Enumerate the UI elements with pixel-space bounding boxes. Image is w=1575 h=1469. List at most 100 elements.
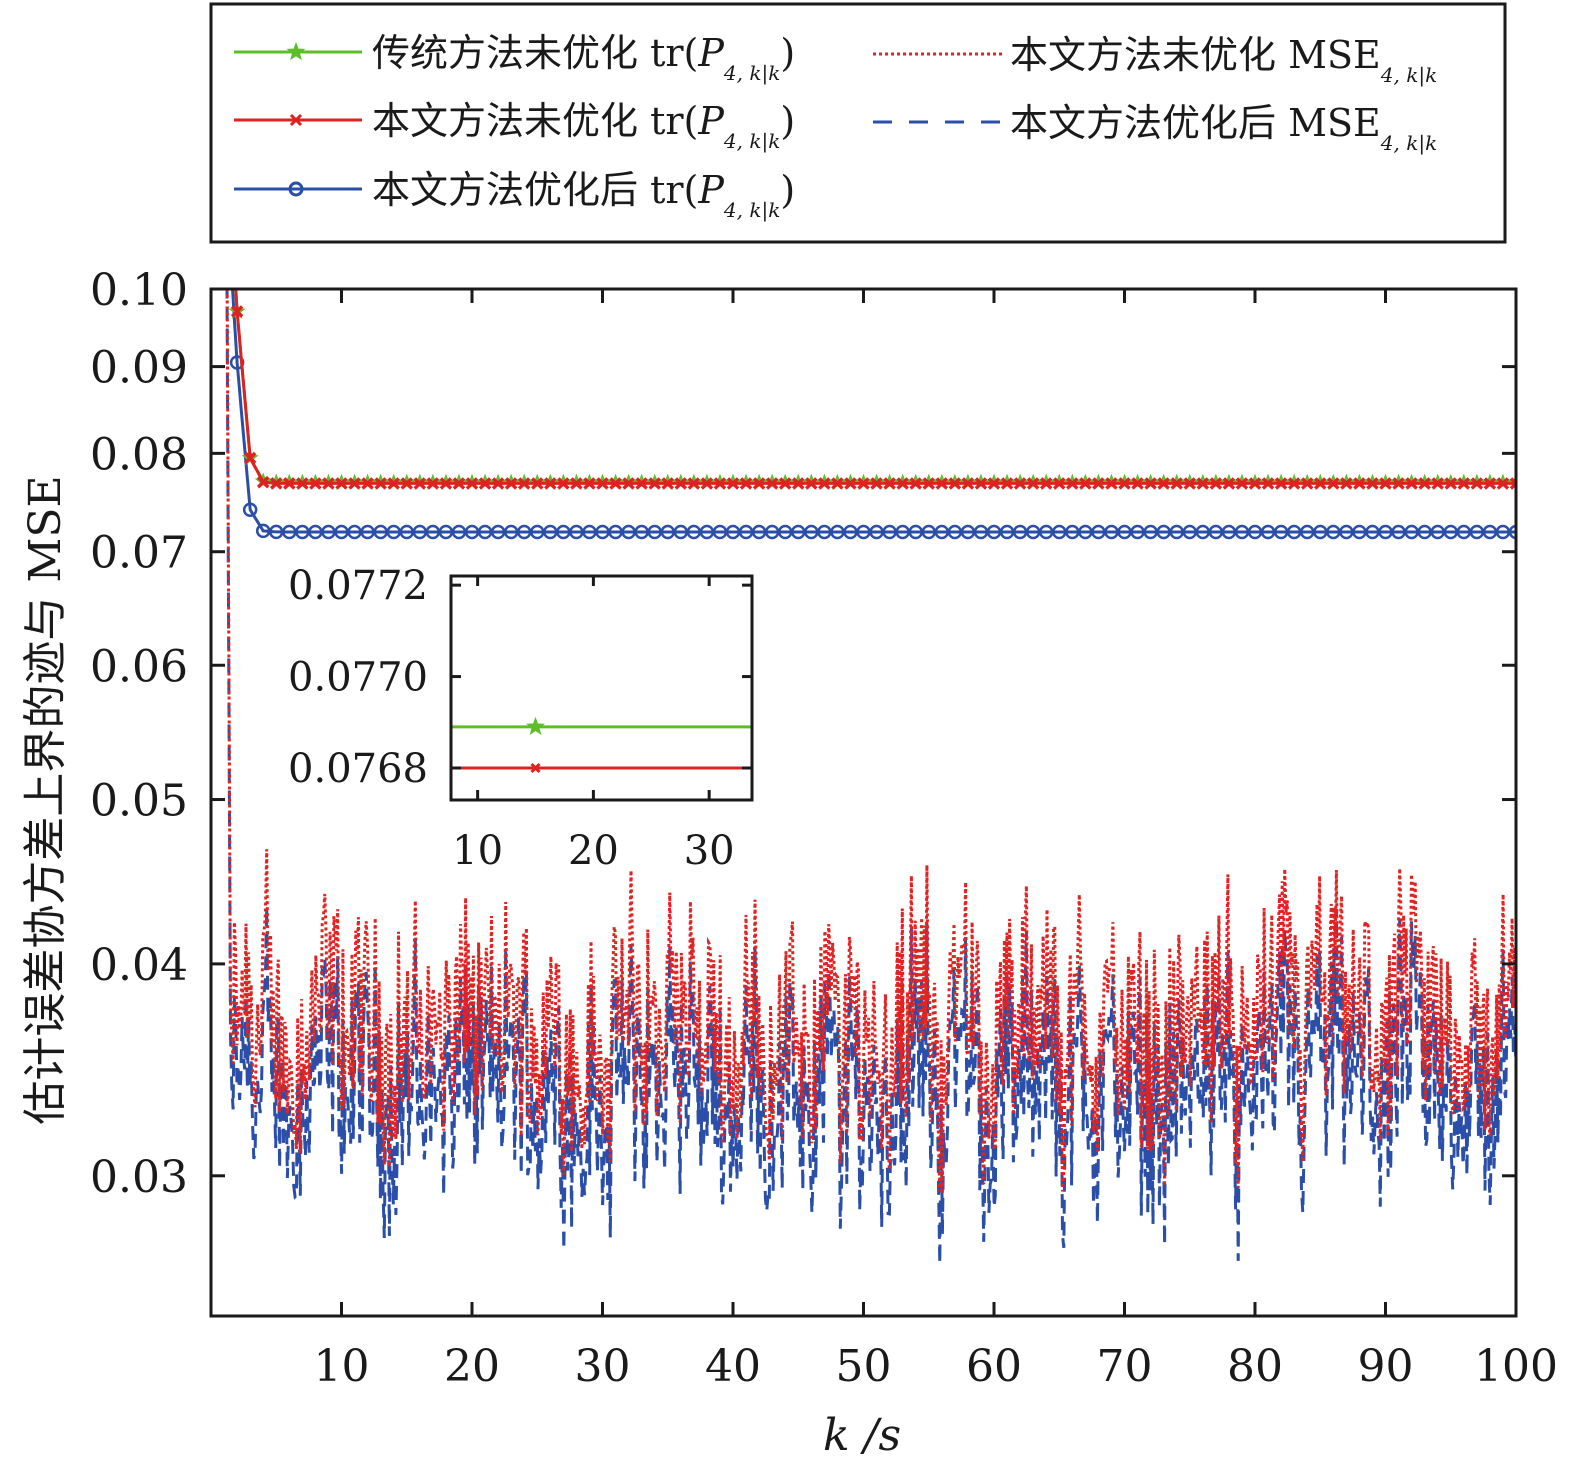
legend-label: 本文方法优化后 tr(P4, k|k) [372, 168, 795, 223]
data-point-x [465, 477, 479, 490]
data-point-x [765, 477, 779, 490]
data-point-x [322, 477, 335, 490]
data-point-x [935, 477, 949, 490]
legend-entry-proposed-optimized-trace: 本文方法优化后 tr(P4, k|k) [234, 168, 795, 223]
data-point-x [1314, 477, 1327, 490]
data-point-circle [1508, 524, 1516, 540]
data-point-x [635, 477, 648, 490]
data-point-x [961, 477, 975, 490]
data-point-x [426, 477, 440, 490]
data-point-x [1470, 477, 1484, 490]
inset-y-tick-label: 0.0770 [288, 655, 428, 701]
y-tick-label: 0.07 [90, 528, 188, 579]
legend: 传统方法未优化 tr(P4, k|k) 本文方法未优化 tr(P4, k|k) … [209, 2, 1507, 244]
data-point-x [909, 477, 922, 490]
data-point-x [1026, 477, 1040, 490]
x-tick-label: 20 [444, 1341, 500, 1392]
data-point-x [1118, 477, 1131, 490]
inset-frame [449, 574, 754, 802]
data-point-x [439, 477, 453, 490]
data-point-x [805, 477, 818, 490]
inset-y-tick-label: 0.0768 [288, 746, 428, 792]
data-point-x [1183, 477, 1196, 490]
x-marker-icon [289, 113, 303, 127]
data-point-x [256, 475, 270, 489]
data-point-x [713, 477, 727, 490]
data-point-x [726, 477, 740, 490]
legend-entry-proposed-optimized-mse: 本文方法优化后 MSE4, k|k [873, 101, 1437, 156]
data-point-x [1105, 477, 1118, 490]
y-tick-label: 0.10 [90, 265, 188, 316]
legend-entry-proposed-unoptimized-trace: 本文方法未优化 tr(P4, k|k) [234, 99, 795, 154]
data-point-x [1431, 477, 1444, 490]
x-tick-label: 70 [1097, 1341, 1153, 1392]
circle-marker-icon [288, 181, 304, 197]
x-tick-label: 60 [966, 1341, 1022, 1392]
data-point-x [1418, 477, 1431, 490]
data-point-x [296, 477, 309, 490]
data-point-x [1157, 477, 1170, 490]
data-point-x [896, 477, 909, 490]
inset-y-tick-label: 0.0772 [288, 563, 428, 609]
y-tick-label: 0.08 [90, 429, 188, 480]
data-point-x [570, 477, 583, 490]
data-point-x [335, 477, 348, 490]
data-point-x [1483, 477, 1497, 490]
data-point-x [922, 477, 935, 490]
data-point-x [792, 477, 805, 490]
data-point-x [974, 477, 988, 490]
y-axis-label: 估计误差协方差上界的迹与 MSE [20, 475, 71, 1124]
data-point-x [374, 477, 387, 490]
data-point-x [870, 477, 883, 490]
data-point-x [661, 477, 674, 490]
data-point-x [1509, 477, 1516, 490]
data-point-x [1261, 477, 1275, 490]
data-point-x [1300, 477, 1314, 490]
x-tick-label: 10 [314, 1341, 370, 1392]
data-point-x [687, 477, 701, 490]
data-point-x [400, 477, 413, 490]
legend-entry-proposed-unoptimized-mse: 本文方法未优化 MSE4, k|k [873, 33, 1437, 88]
x-tick-label: 30 [575, 1341, 631, 1392]
data-point-x [1366, 477, 1379, 490]
y-tick-label: 0.05 [90, 776, 188, 827]
data-point-x [857, 477, 870, 490]
data-point-x [283, 477, 296, 490]
data-point-x [609, 477, 622, 490]
data-point-x [1340, 477, 1353, 490]
data-point-x [517, 477, 531, 490]
data-point-x [596, 477, 609, 490]
data-point-x [1170, 477, 1183, 490]
star-marker-icon [286, 42, 306, 61]
data-point-x [1079, 477, 1092, 490]
data-point-x [1144, 477, 1157, 490]
legend-frame [209, 2, 1507, 244]
y-tick-label: 0.06 [90, 641, 188, 692]
data-point-x [1235, 477, 1249, 490]
data-point-x [1066, 477, 1079, 490]
data-point-x [1457, 477, 1471, 490]
data-point-x [270, 477, 283, 490]
data-point-x [778, 477, 792, 490]
data-point-x [557, 477, 570, 490]
data-point-x [1444, 477, 1457, 490]
data-point-x [1496, 477, 1510, 490]
y-tick-label: 0.09 [90, 343, 188, 394]
data-point-x [531, 477, 544, 490]
data-point-x [544, 477, 557, 490]
data-point-x [1392, 477, 1405, 490]
data-point-x [243, 451, 257, 465]
data-point-x [583, 477, 596, 490]
data-point-x [818, 477, 831, 490]
data-point-x [413, 477, 427, 490]
x-tick-label: 40 [705, 1341, 761, 1392]
data-point-x [883, 477, 896, 490]
data-point-x [1222, 477, 1236, 490]
legend-entry-traditional-unoptimized-trace: 传统方法未优化 tr(P4, k|k) [234, 31, 795, 86]
inset-data-point-x [530, 762, 541, 774]
inset-x-tick-label: 30 [684, 828, 735, 874]
inset-data-point-star [526, 716, 546, 735]
series-proposed-unoptimized-trace-line [234, 289, 1516, 485]
data-point-circle [242, 502, 258, 518]
legend-label: 传统方法未优化 tr(P4, k|k) [372, 31, 795, 86]
